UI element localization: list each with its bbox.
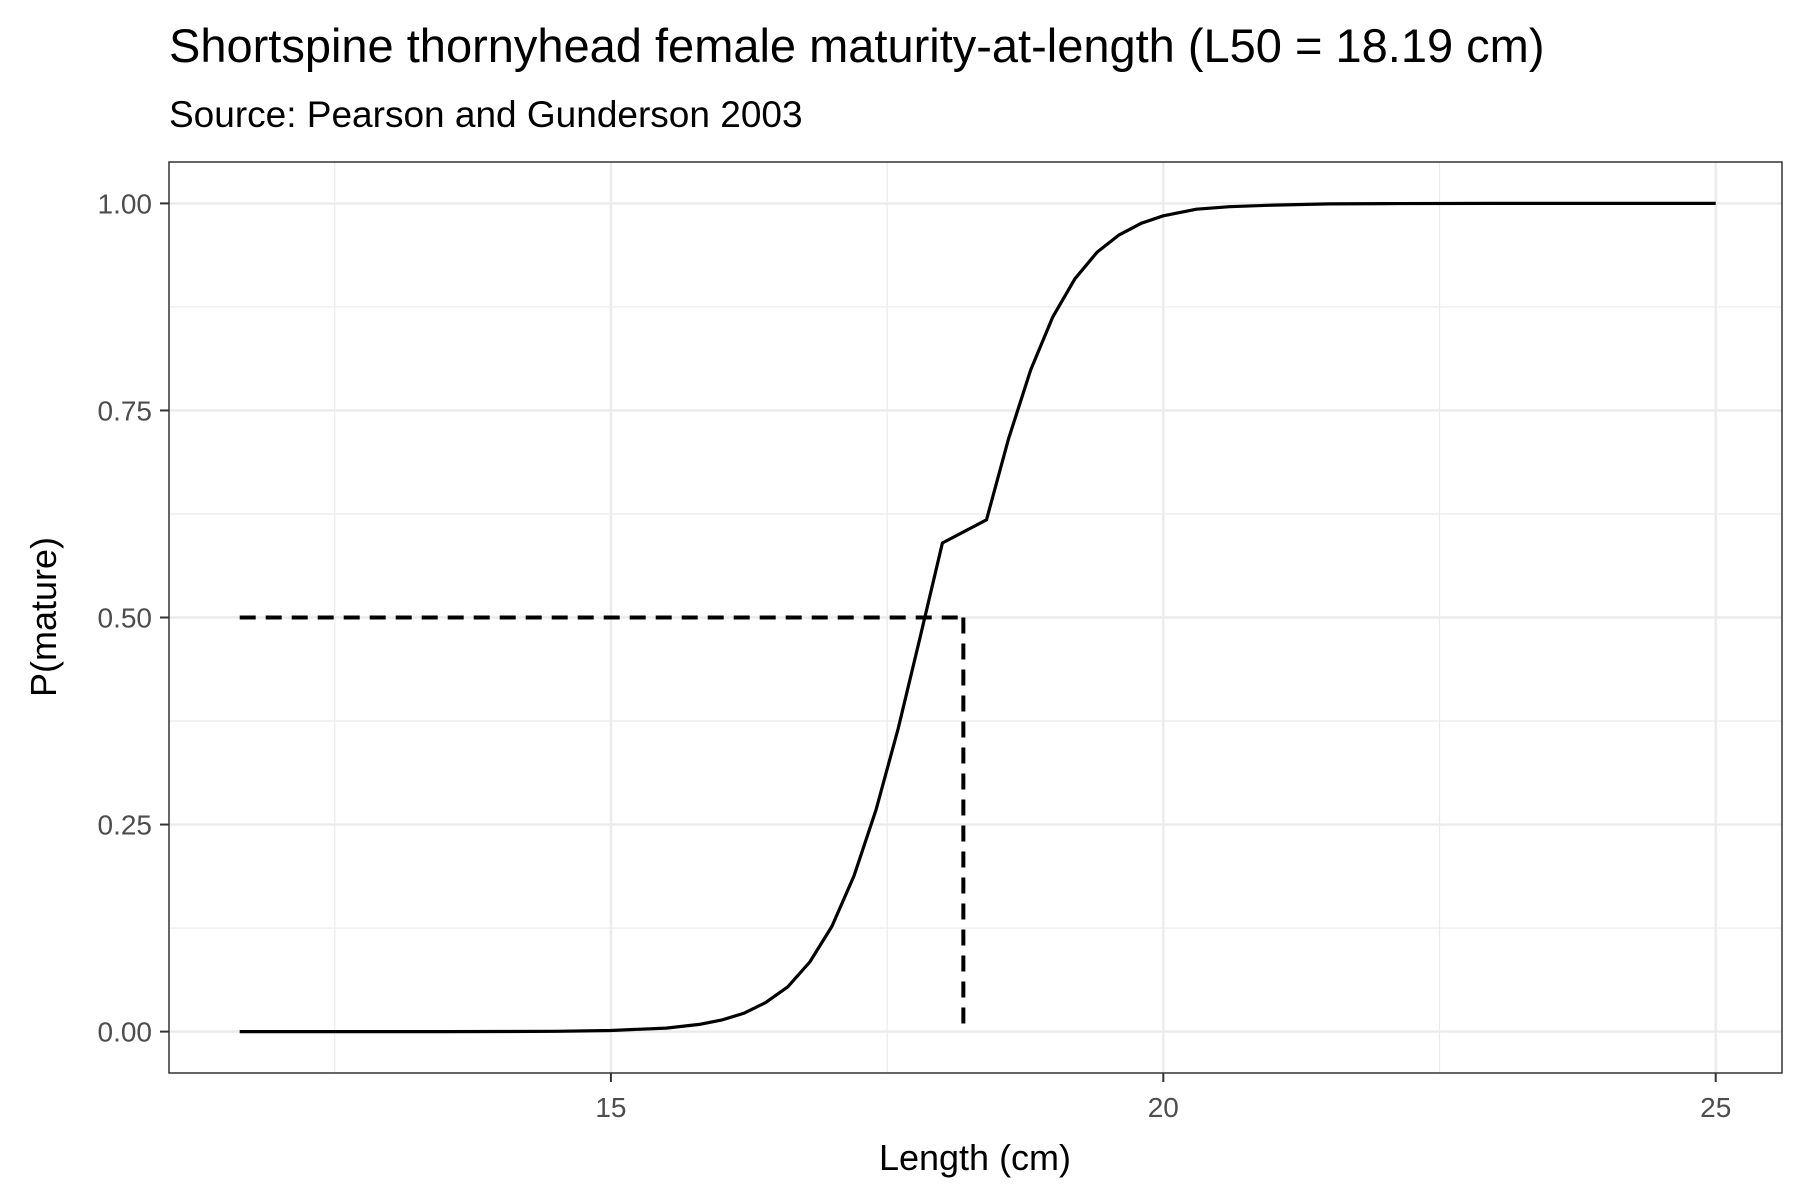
y-axis-title: P(mature) [23, 537, 64, 697]
y-tick-label: 0.50 [98, 603, 153, 634]
reference-lines [239, 615, 966, 1032]
x-axis-title: Length (cm) [879, 1137, 1071, 1178]
y-tick-label: 1.00 [98, 188, 153, 219]
x-tick-label: 15 [595, 1092, 626, 1123]
chart-subtitle: Source: Pearson and Gunderson 2003 [169, 94, 803, 135]
x-tick-label: 20 [1148, 1092, 1179, 1123]
y-tick-label: 0.25 [98, 810, 153, 841]
y-axis: 0.00 0.25 0.50 0.75 1.00 [98, 188, 169, 1048]
chart-title: Shortspine thornyhead female maturity-at… [169, 19, 1544, 72]
maturity-curve [239, 201, 1716, 1034]
y-tick-label: 0.00 [98, 1017, 153, 1048]
gridlines [169, 162, 1782, 1073]
x-tick-label: 25 [1700, 1092, 1731, 1123]
series-layer [239, 201, 1716, 1034]
y-tick-label: 0.75 [98, 395, 153, 426]
x-axis: 15 20 25 [595, 1073, 1731, 1123]
